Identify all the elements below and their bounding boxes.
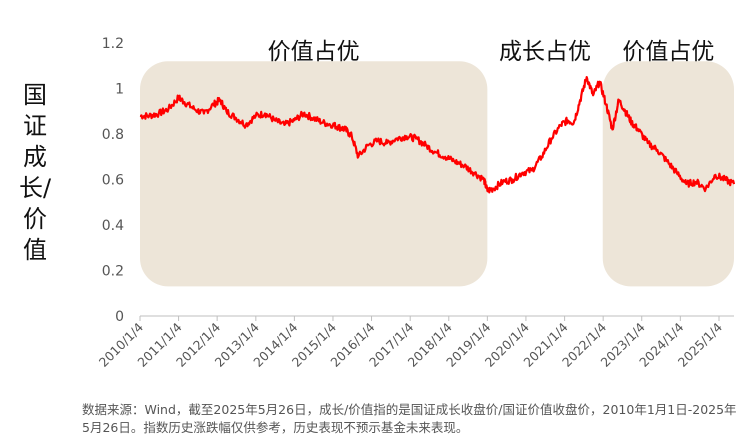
series	[139, 75, 736, 194]
region-labels: 价值占优 成长占优 价值占优	[268, 39, 715, 65]
x-axis: 2010/1/42011/1/42012/1/42013/1/42014/1/4…	[96, 315, 734, 370]
y-axis: 0 0.2 0.4 0.6 0.8 1 1.2	[102, 36, 124, 325]
y-tick-label-1: 0.2	[102, 264, 124, 280]
y-tick-label-6: 1.2	[102, 36, 124, 52]
y-tick-label-2: 0.4	[102, 218, 124, 234]
y-tick-label-0: 0	[115, 309, 124, 325]
region-label-0: 价值占优	[268, 39, 360, 65]
region-label-1: 成长占优	[499, 39, 591, 65]
regions	[140, 61, 734, 287]
y-tick-label-5: 1	[115, 82, 124, 98]
region-label-2: 价值占优	[622, 39, 714, 65]
region-shade-0	[140, 61, 488, 287]
y-axis-label: 国证成长/价值	[18, 81, 52, 264]
y-tick-label-3: 0.6	[102, 173, 124, 189]
region-shade-2	[602, 61, 734, 287]
series-line-0	[139, 75, 736, 194]
y-tick-label-4: 0.8	[102, 127, 124, 143]
footnote: 数据来源：Wind，截至2025年5月26日，成长/价值指的是国证成长收盘价/国…	[82, 402, 737, 435]
